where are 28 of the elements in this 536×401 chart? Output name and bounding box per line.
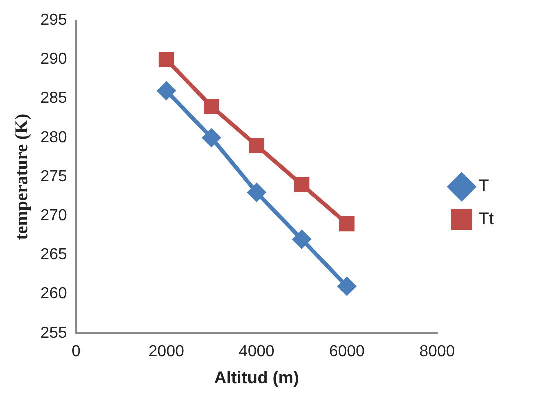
point bbox=[338, 277, 356, 296]
y-tick-label: 280 bbox=[40, 129, 68, 146]
y-tick-label: 270 bbox=[40, 208, 68, 225]
y-tick-label: 275 bbox=[40, 168, 68, 186]
point bbox=[249, 138, 264, 154]
y-tick-label: 260 bbox=[40, 286, 68, 303]
x-tick-label: 6000 bbox=[329, 343, 366, 360]
x-tick-label: 0 bbox=[72, 343, 81, 360]
y-tick-label: 285 bbox=[40, 90, 68, 108]
legend-label: T bbox=[478, 176, 490, 196]
y-tick-label: 295 bbox=[40, 12, 68, 30]
legend-label: Tt bbox=[478, 210, 494, 229]
point bbox=[248, 184, 266, 202]
x-tick-label: 8000 bbox=[420, 343, 456, 360]
y-tick-label: 265 bbox=[40, 246, 68, 264]
point bbox=[339, 216, 355, 232]
x-axis-title: Altitud (m) bbox=[214, 368, 300, 388]
y-tick-label: 255 bbox=[40, 324, 68, 342]
point bbox=[292, 230, 311, 249]
point bbox=[204, 98, 220, 114]
point bbox=[202, 128, 221, 147]
point bbox=[294, 177, 310, 192]
point bbox=[158, 82, 176, 100]
y-tick-label: 290 bbox=[40, 51, 68, 68]
y-axis-title: temperature (K) bbox=[11, 114, 32, 240]
x-tick-label: 4000 bbox=[239, 343, 275, 360]
x-tick-label: 2000 bbox=[148, 343, 184, 360]
point bbox=[158, 52, 174, 68]
